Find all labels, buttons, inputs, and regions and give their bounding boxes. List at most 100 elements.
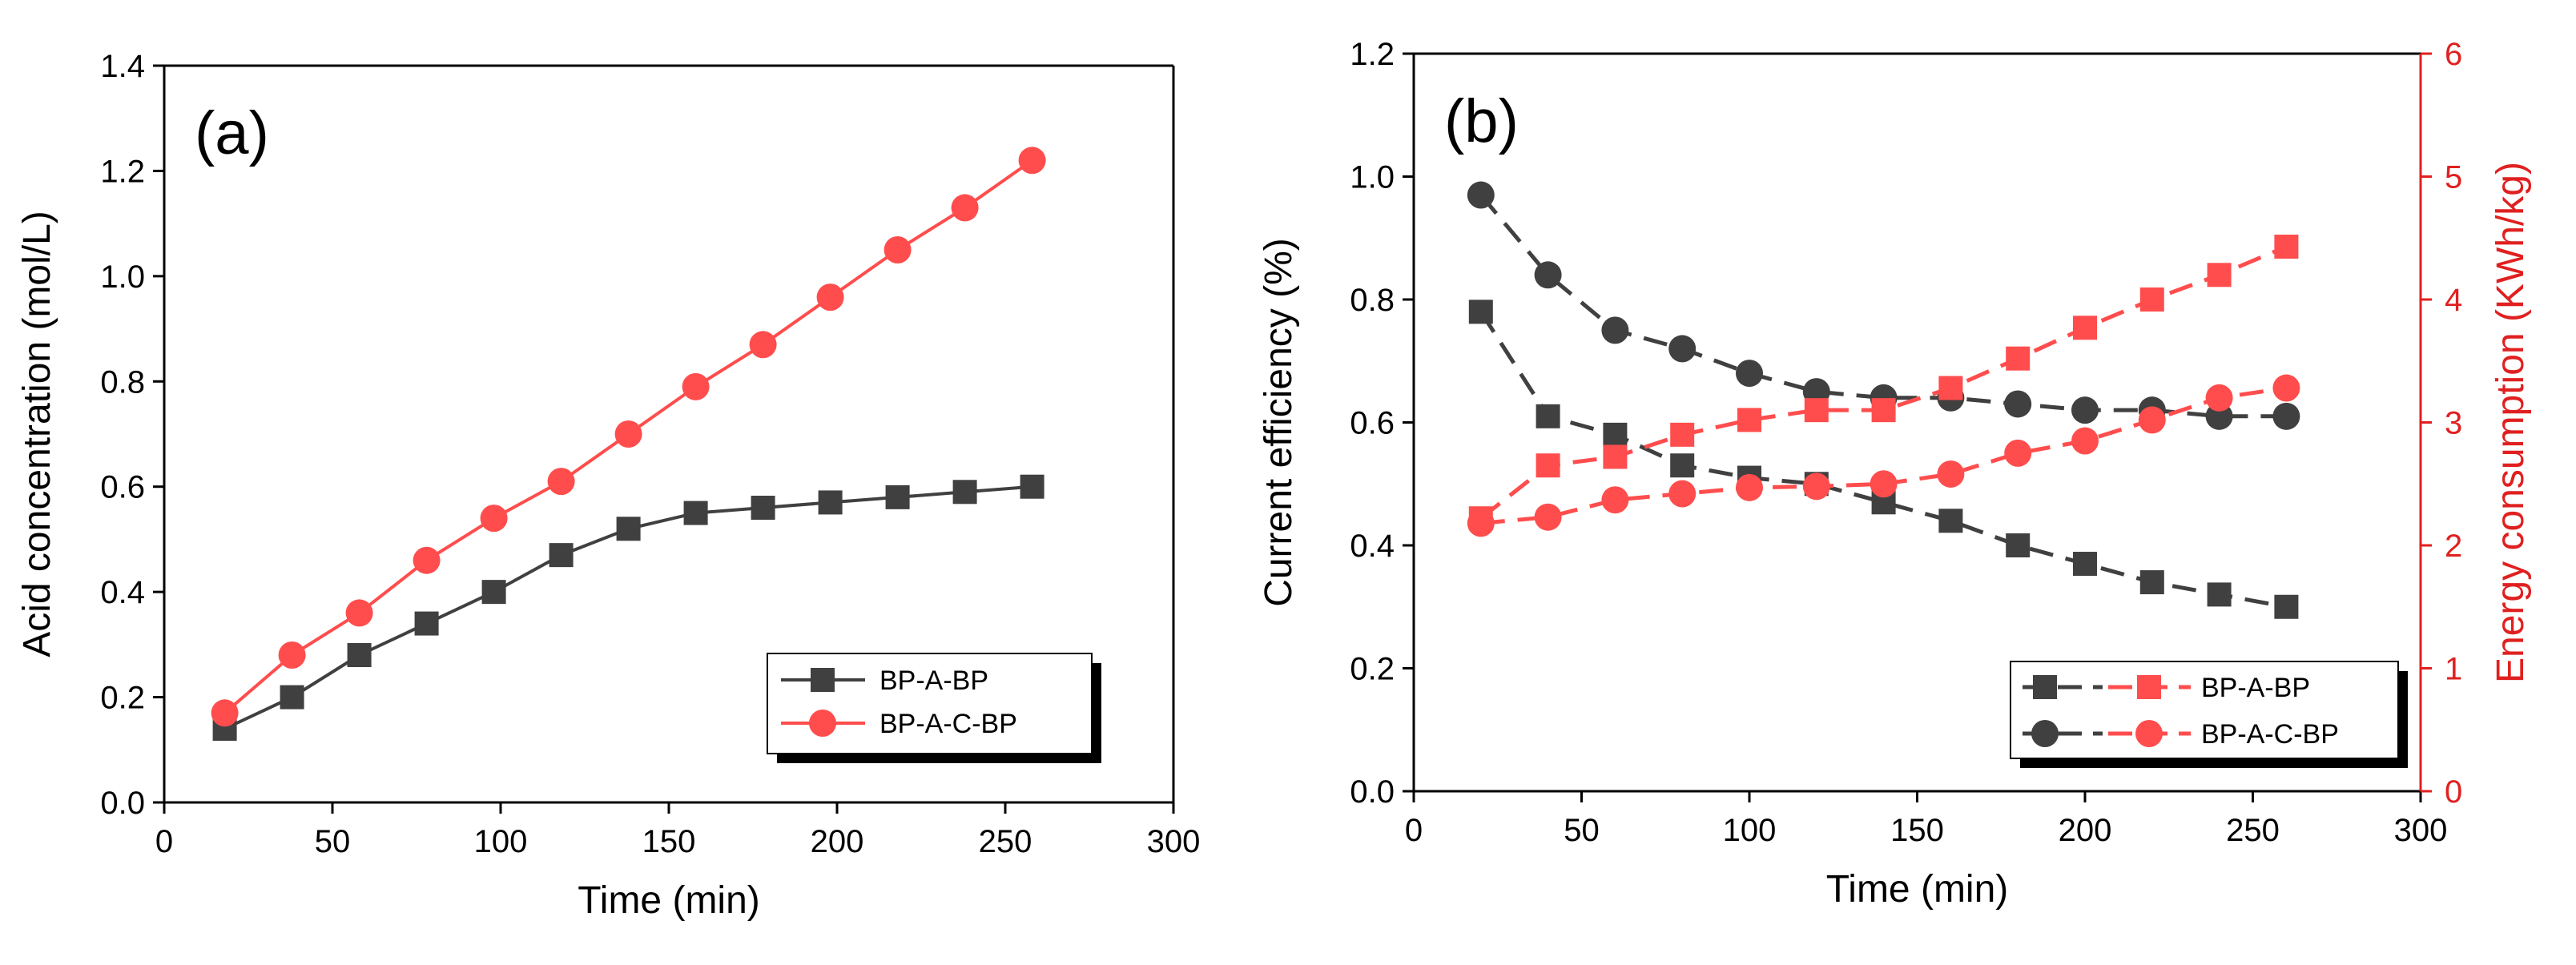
data-point-0 [1020, 474, 1044, 499]
data-point-0 [885, 485, 910, 509]
data-point-0 [818, 490, 843, 515]
data-point-3 [2004, 439, 2032, 467]
data-point-1 [211, 699, 239, 727]
data-point-2 [1670, 422, 1695, 447]
y2-tick-label: 2 [2445, 529, 2462, 564]
legend: BP-A-BP BP-A-C-BP [767, 653, 1101, 763]
x-tick-label: 50 [315, 824, 351, 859]
data-point-2 [1938, 376, 1963, 400]
legend-marker-red-1 [2135, 720, 2163, 747]
x-tick-label: 200 [2059, 813, 2112, 848]
data-point-3 [1467, 509, 1495, 537]
data-point-0 [1468, 300, 1493, 324]
data-point-0 [2207, 582, 2232, 607]
y-tick-label: 1.4 [100, 49, 145, 84]
data-point-0 [2139, 570, 2164, 595]
data-point-1 [614, 420, 642, 448]
data-point-3 [1937, 460, 1965, 488]
x-tick-label: 300 [2394, 813, 2448, 848]
data-point-3 [1736, 473, 1763, 501]
y-tick-label: 0.8 [100, 364, 145, 400]
y-tick-label: 0.6 [100, 470, 145, 505]
data-point-1 [883, 236, 912, 263]
y-tick-label: 1.2 [100, 154, 145, 189]
data-point-1 [816, 283, 844, 312]
data-point-2 [2006, 346, 2031, 371]
data-point-1 [345, 599, 373, 627]
y-tick-label: 0.0 [100, 786, 145, 821]
data-point-1 [1736, 360, 1763, 388]
y2-tick-label: 4 [2445, 283, 2462, 318]
data-point-1 [1668, 335, 1697, 363]
y-tick-label: 0.4 [100, 575, 145, 610]
x-tick-label: 250 [2226, 813, 2280, 848]
data-point-2 [2139, 287, 2164, 312]
data-point-3 [1668, 480, 1697, 508]
x-tick-label: 300 [1147, 824, 1201, 859]
data-point-1 [1467, 181, 1495, 209]
y2-tick-label: 0 [2445, 774, 2462, 810]
legend-label-1: BP-A-C-BP [2201, 719, 2339, 750]
data-point-2 [1603, 444, 1628, 469]
data-point-2 [2274, 234, 2299, 259]
panel-b-chart: 0 50 100 150 200 250 300 0.0 0.2 0.4 0.6 0.8 1.0 1.2 0… [1258, 37, 2532, 911]
data-point-0 [1938, 509, 1963, 533]
panel-a-chart: 0 50 100 150 200 250 300 0.0 0.2 0.4 0.6 0.8 1.0 1.2 1… [16, 49, 1200, 922]
y-tick-label: 0.8 [1350, 283, 1395, 318]
legend-box [2010, 661, 2399, 759]
data-point-0 [1670, 453, 1695, 478]
data-point-3 [1802, 472, 1830, 501]
data-point-1 [1534, 261, 1562, 289]
y-tick-label: 0.6 [1350, 406, 1395, 441]
data-point-0 [751, 496, 775, 520]
data-point-3 [1601, 486, 1629, 514]
legend-label-0: BP-A-BP [879, 665, 988, 696]
data-point-0 [952, 480, 977, 505]
x-tick-label: 250 [979, 824, 1032, 859]
data-point-3 [1870, 470, 1898, 498]
data-point-0 [347, 643, 372, 667]
data-point-1 [413, 546, 441, 574]
series-line-0 [1479, 311, 2287, 609]
data-point-0 [616, 517, 641, 541]
data-point-3 [2272, 374, 2300, 402]
legend-label-0: BP-A-BP [2201, 673, 2310, 703]
y-axis-title: Current efficiency (%) [1258, 238, 1300, 607]
x-tick-label: 150 [1890, 813, 1944, 848]
y-tick-label: 0.2 [100, 681, 145, 716]
data-point-2 [2207, 263, 2232, 287]
data-point-3 [2071, 427, 2099, 455]
data-point-3 [1534, 503, 1562, 531]
x-tick-label: 0 [1405, 813, 1423, 848]
legend-marker-0 [811, 668, 835, 692]
data-point-3 [2138, 406, 2166, 434]
y2-tick-label: 1 [2445, 652, 2462, 687]
x-tick-label: 100 [1723, 813, 1777, 848]
data-point-1 [2071, 396, 2099, 424]
legend: BP-A-BP BP-A-C-BP [2010, 661, 2408, 768]
panel-label: (b) [1444, 87, 1519, 155]
y-tick-label: 1.2 [1350, 37, 1395, 72]
data-point-1 [547, 468, 575, 496]
y2-tick-label: 5 [2445, 160, 2462, 195]
y-tick-label: 1.0 [1350, 160, 1395, 195]
data-point-0 [2073, 552, 2097, 577]
data-point-1 [749, 331, 777, 359]
data-point-1 [480, 505, 508, 533]
y-tick-label: 0.0 [1350, 774, 1395, 810]
data-point-1 [278, 641, 306, 669]
data-point-0 [2006, 533, 2031, 557]
data-point-0 [481, 580, 506, 605]
data-point-2 [1536, 453, 1560, 478]
x-tick-label: 200 [811, 824, 864, 859]
legend-marker-red-0 [2137, 675, 2161, 699]
legend-marker-black-1 [2031, 720, 2059, 747]
data-point-2 [2073, 316, 2097, 340]
data-point-1 [682, 372, 710, 400]
data-point-0 [549, 543, 574, 568]
data-point-0 [1536, 404, 1560, 428]
y2-axis-title: Energy consumption (KWh/kg) [2489, 162, 2532, 683]
data-point-1 [2272, 402, 2300, 430]
x-tick-label: 0 [155, 824, 173, 859]
